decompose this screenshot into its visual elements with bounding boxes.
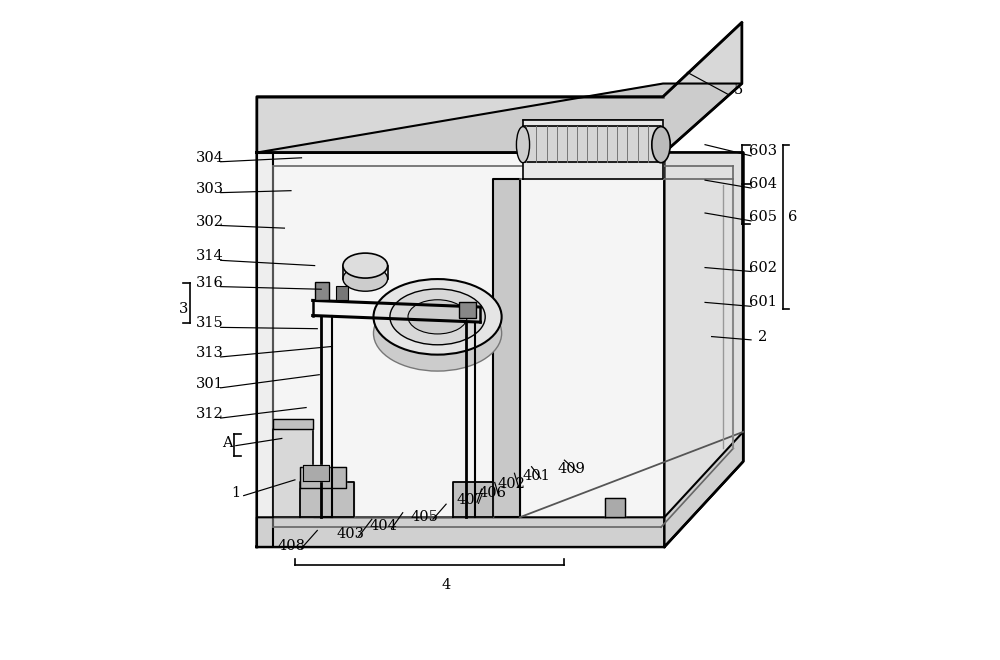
Text: 5: 5 [733, 83, 743, 97]
Ellipse shape [373, 279, 502, 354]
Polygon shape [303, 465, 329, 481]
Polygon shape [257, 152, 743, 547]
Polygon shape [257, 432, 743, 547]
Text: 6: 6 [788, 210, 797, 224]
Text: 315: 315 [196, 316, 223, 331]
Polygon shape [273, 428, 313, 517]
Polygon shape [605, 498, 625, 517]
Text: 4: 4 [441, 578, 451, 592]
Text: 409: 409 [557, 463, 585, 477]
Text: 303: 303 [195, 182, 224, 196]
Polygon shape [300, 467, 346, 488]
Ellipse shape [343, 253, 388, 278]
Text: 408: 408 [277, 539, 305, 552]
Ellipse shape [343, 266, 388, 291]
Text: 605: 605 [749, 210, 777, 224]
Ellipse shape [390, 289, 485, 345]
Text: 312: 312 [196, 407, 223, 421]
Text: 402: 402 [498, 477, 526, 492]
Text: 407: 407 [456, 492, 484, 507]
Ellipse shape [373, 296, 502, 371]
Bar [459, 302, 476, 318]
Ellipse shape [652, 127, 670, 163]
Bar [315, 282, 329, 300]
Polygon shape [300, 482, 354, 517]
Text: 3: 3 [179, 302, 188, 316]
Polygon shape [453, 482, 493, 517]
Text: 1: 1 [231, 486, 240, 500]
Text: 2: 2 [758, 329, 768, 344]
Polygon shape [273, 418, 313, 428]
Text: 316: 316 [196, 276, 223, 290]
Polygon shape [664, 152, 743, 547]
Text: 314: 314 [196, 249, 223, 263]
Polygon shape [257, 84, 742, 152]
Text: A: A [222, 436, 233, 450]
Polygon shape [523, 126, 661, 162]
Text: 401: 401 [522, 469, 550, 483]
Ellipse shape [408, 300, 467, 334]
Text: 405: 405 [410, 510, 438, 524]
Text: 406: 406 [478, 486, 506, 500]
Text: 403: 403 [336, 527, 364, 541]
Text: 302: 302 [196, 214, 224, 228]
Bar [336, 286, 348, 300]
Text: 602: 602 [749, 261, 777, 275]
Text: 603: 603 [749, 145, 777, 158]
Polygon shape [257, 22, 742, 152]
Ellipse shape [516, 127, 530, 163]
Polygon shape [493, 179, 520, 517]
Polygon shape [523, 119, 663, 179]
Text: 313: 313 [196, 346, 223, 360]
Text: 301: 301 [196, 377, 223, 391]
Text: 601: 601 [749, 296, 777, 310]
Polygon shape [257, 152, 273, 547]
Text: 604: 604 [749, 177, 777, 191]
Text: 404: 404 [369, 519, 397, 533]
Text: 304: 304 [196, 150, 224, 165]
